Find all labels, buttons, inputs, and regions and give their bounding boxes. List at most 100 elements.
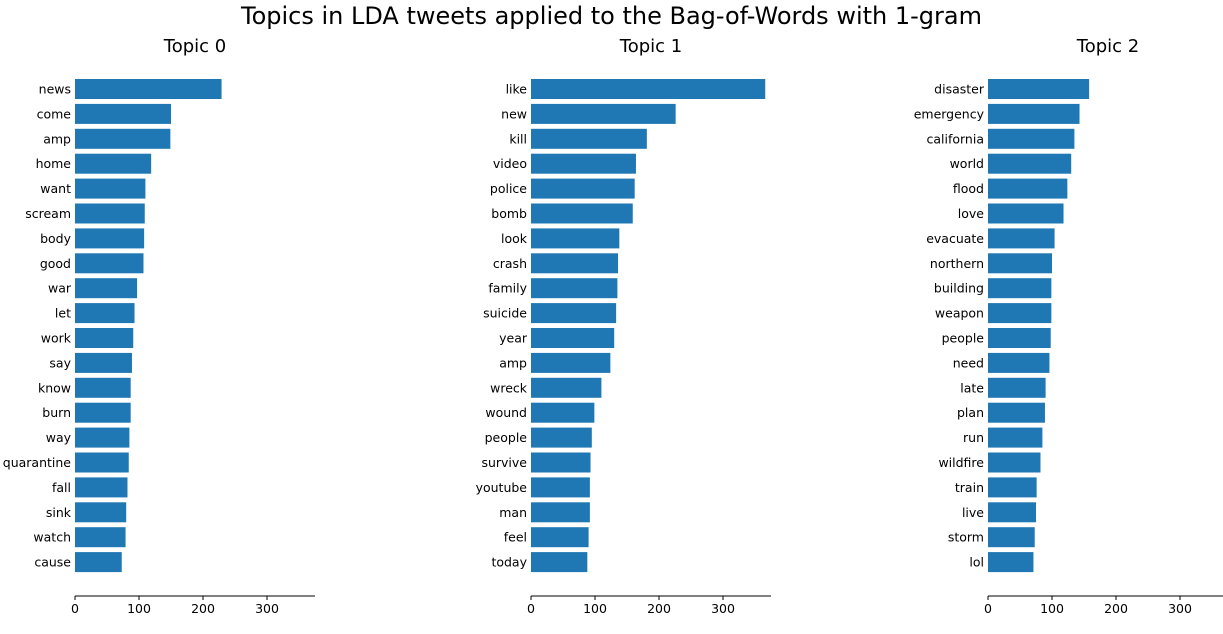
category-label: feel — [504, 530, 527, 545]
bar-say — [75, 352, 132, 373]
x-tick-label: 100 — [1040, 601, 1064, 616]
bar-run — [988, 427, 1043, 448]
topic-2-title: Topic 2 — [1076, 36, 1139, 57]
category-label: way — [46, 430, 72, 445]
bar-plan — [988, 402, 1045, 423]
category-label: world — [950, 156, 984, 171]
category-label: quarantine — [3, 455, 72, 470]
category-label: know — [38, 380, 71, 395]
bar-california — [988, 128, 1075, 149]
category-label: love — [958, 206, 985, 221]
category-label: run — [963, 430, 984, 445]
category-label: youtube — [476, 480, 528, 495]
bar-news — [75, 79, 222, 99]
category-label: need — [953, 355, 984, 370]
category-label: people — [485, 430, 528, 445]
bar-man — [531, 502, 590, 523]
category-label: home — [36, 156, 72, 171]
x-tick-label: 100 — [583, 601, 607, 616]
category-label: watch — [33, 530, 71, 545]
bar-wound — [531, 402, 595, 423]
category-label: family — [488, 281, 527, 296]
bar-emergency — [988, 103, 1080, 124]
category-label: weapon — [935, 306, 984, 321]
x-tick-label: 300 — [255, 601, 279, 616]
category-label: amp — [43, 131, 71, 146]
bar-late — [988, 377, 1046, 398]
bar-feel — [531, 527, 589, 548]
bar-body — [75, 228, 145, 249]
bar-scream — [75, 203, 145, 224]
category-label: good — [40, 256, 71, 271]
bar-kill — [531, 128, 647, 149]
bar-world — [988, 153, 1072, 174]
category-label: wildfire — [938, 455, 984, 470]
bar-war — [75, 278, 138, 299]
category-label: late — [960, 380, 984, 395]
bar-good — [75, 253, 144, 274]
bar-know — [75, 377, 131, 398]
topic-0-chart: Topic 0 news come amp home want scream body good… — [3, 36, 315, 616]
topic-1-chart: Topic 1 like new kill video police bomb look cra… — [476, 36, 771, 616]
category-label: look — [501, 231, 528, 246]
bar-year — [531, 328, 615, 348]
x-tick-label: 200 — [647, 601, 671, 616]
category-label: body — [40, 231, 72, 246]
x-tick-label: 0 — [527, 601, 535, 616]
category-label: news — [39, 82, 71, 97]
category-label: let — [55, 306, 71, 321]
bar-like — [531, 79, 766, 99]
category-label: disaster — [934, 82, 985, 97]
category-label: suicide — [483, 306, 527, 321]
bar-cause — [75, 552, 122, 573]
bar-watch — [75, 527, 126, 548]
bar-northern — [988, 253, 1052, 274]
category-label: come — [37, 106, 72, 121]
category-label: kill — [509, 131, 527, 146]
category-label: emergency — [914, 106, 985, 121]
category-label: year — [499, 331, 528, 346]
bar-disaster — [988, 79, 1090, 99]
category-label: crash — [493, 256, 527, 271]
bar-live — [988, 502, 1036, 523]
category-label: northern — [930, 256, 984, 271]
category-label: new — [501, 106, 527, 121]
bar-quarantine — [75, 452, 129, 473]
category-label: building — [934, 281, 984, 296]
bar-need — [988, 352, 1050, 373]
bar-amp — [75, 128, 171, 149]
bar-today — [531, 552, 588, 573]
bar-bomb — [531, 203, 633, 224]
category-label: bomb — [491, 206, 527, 221]
category-label: man — [499, 505, 527, 520]
topic-0-title: Topic 0 — [163, 36, 226, 57]
category-label: like — [506, 82, 528, 97]
bar-youtube — [531, 477, 590, 498]
category-label: live — [962, 505, 984, 520]
bar-train — [988, 477, 1037, 498]
category-label: scream — [25, 206, 71, 221]
bar-new — [531, 103, 676, 124]
bar-wildfire — [988, 452, 1041, 473]
x-tick-label: 300 — [711, 601, 735, 616]
bar-flood — [988, 178, 1068, 199]
bar-people — [531, 427, 592, 448]
bar-want — [75, 178, 146, 199]
topic-2-chart: Topic 2 disaster emergency california world f… — [914, 36, 1223, 616]
category-label: survive — [481, 455, 527, 470]
x-tick-label: 100 — [127, 601, 151, 616]
bar-video — [531, 153, 636, 174]
bar-work — [75, 328, 134, 348]
bar-lol — [988, 552, 1034, 573]
category-label: wreck — [490, 380, 528, 395]
bar-storm — [988, 527, 1035, 548]
category-label: people — [942, 331, 985, 346]
category-label: fall — [52, 480, 71, 495]
bar-survive — [531, 452, 591, 473]
bar-weapon — [988, 303, 1052, 324]
bar-sink — [75, 502, 127, 523]
x-tick-label: 200 — [1104, 601, 1128, 616]
category-label: war — [48, 281, 72, 296]
bar-building — [988, 278, 1052, 299]
figure-title: Topics in LDA tweets applied to the Bag-… — [241, 2, 982, 30]
